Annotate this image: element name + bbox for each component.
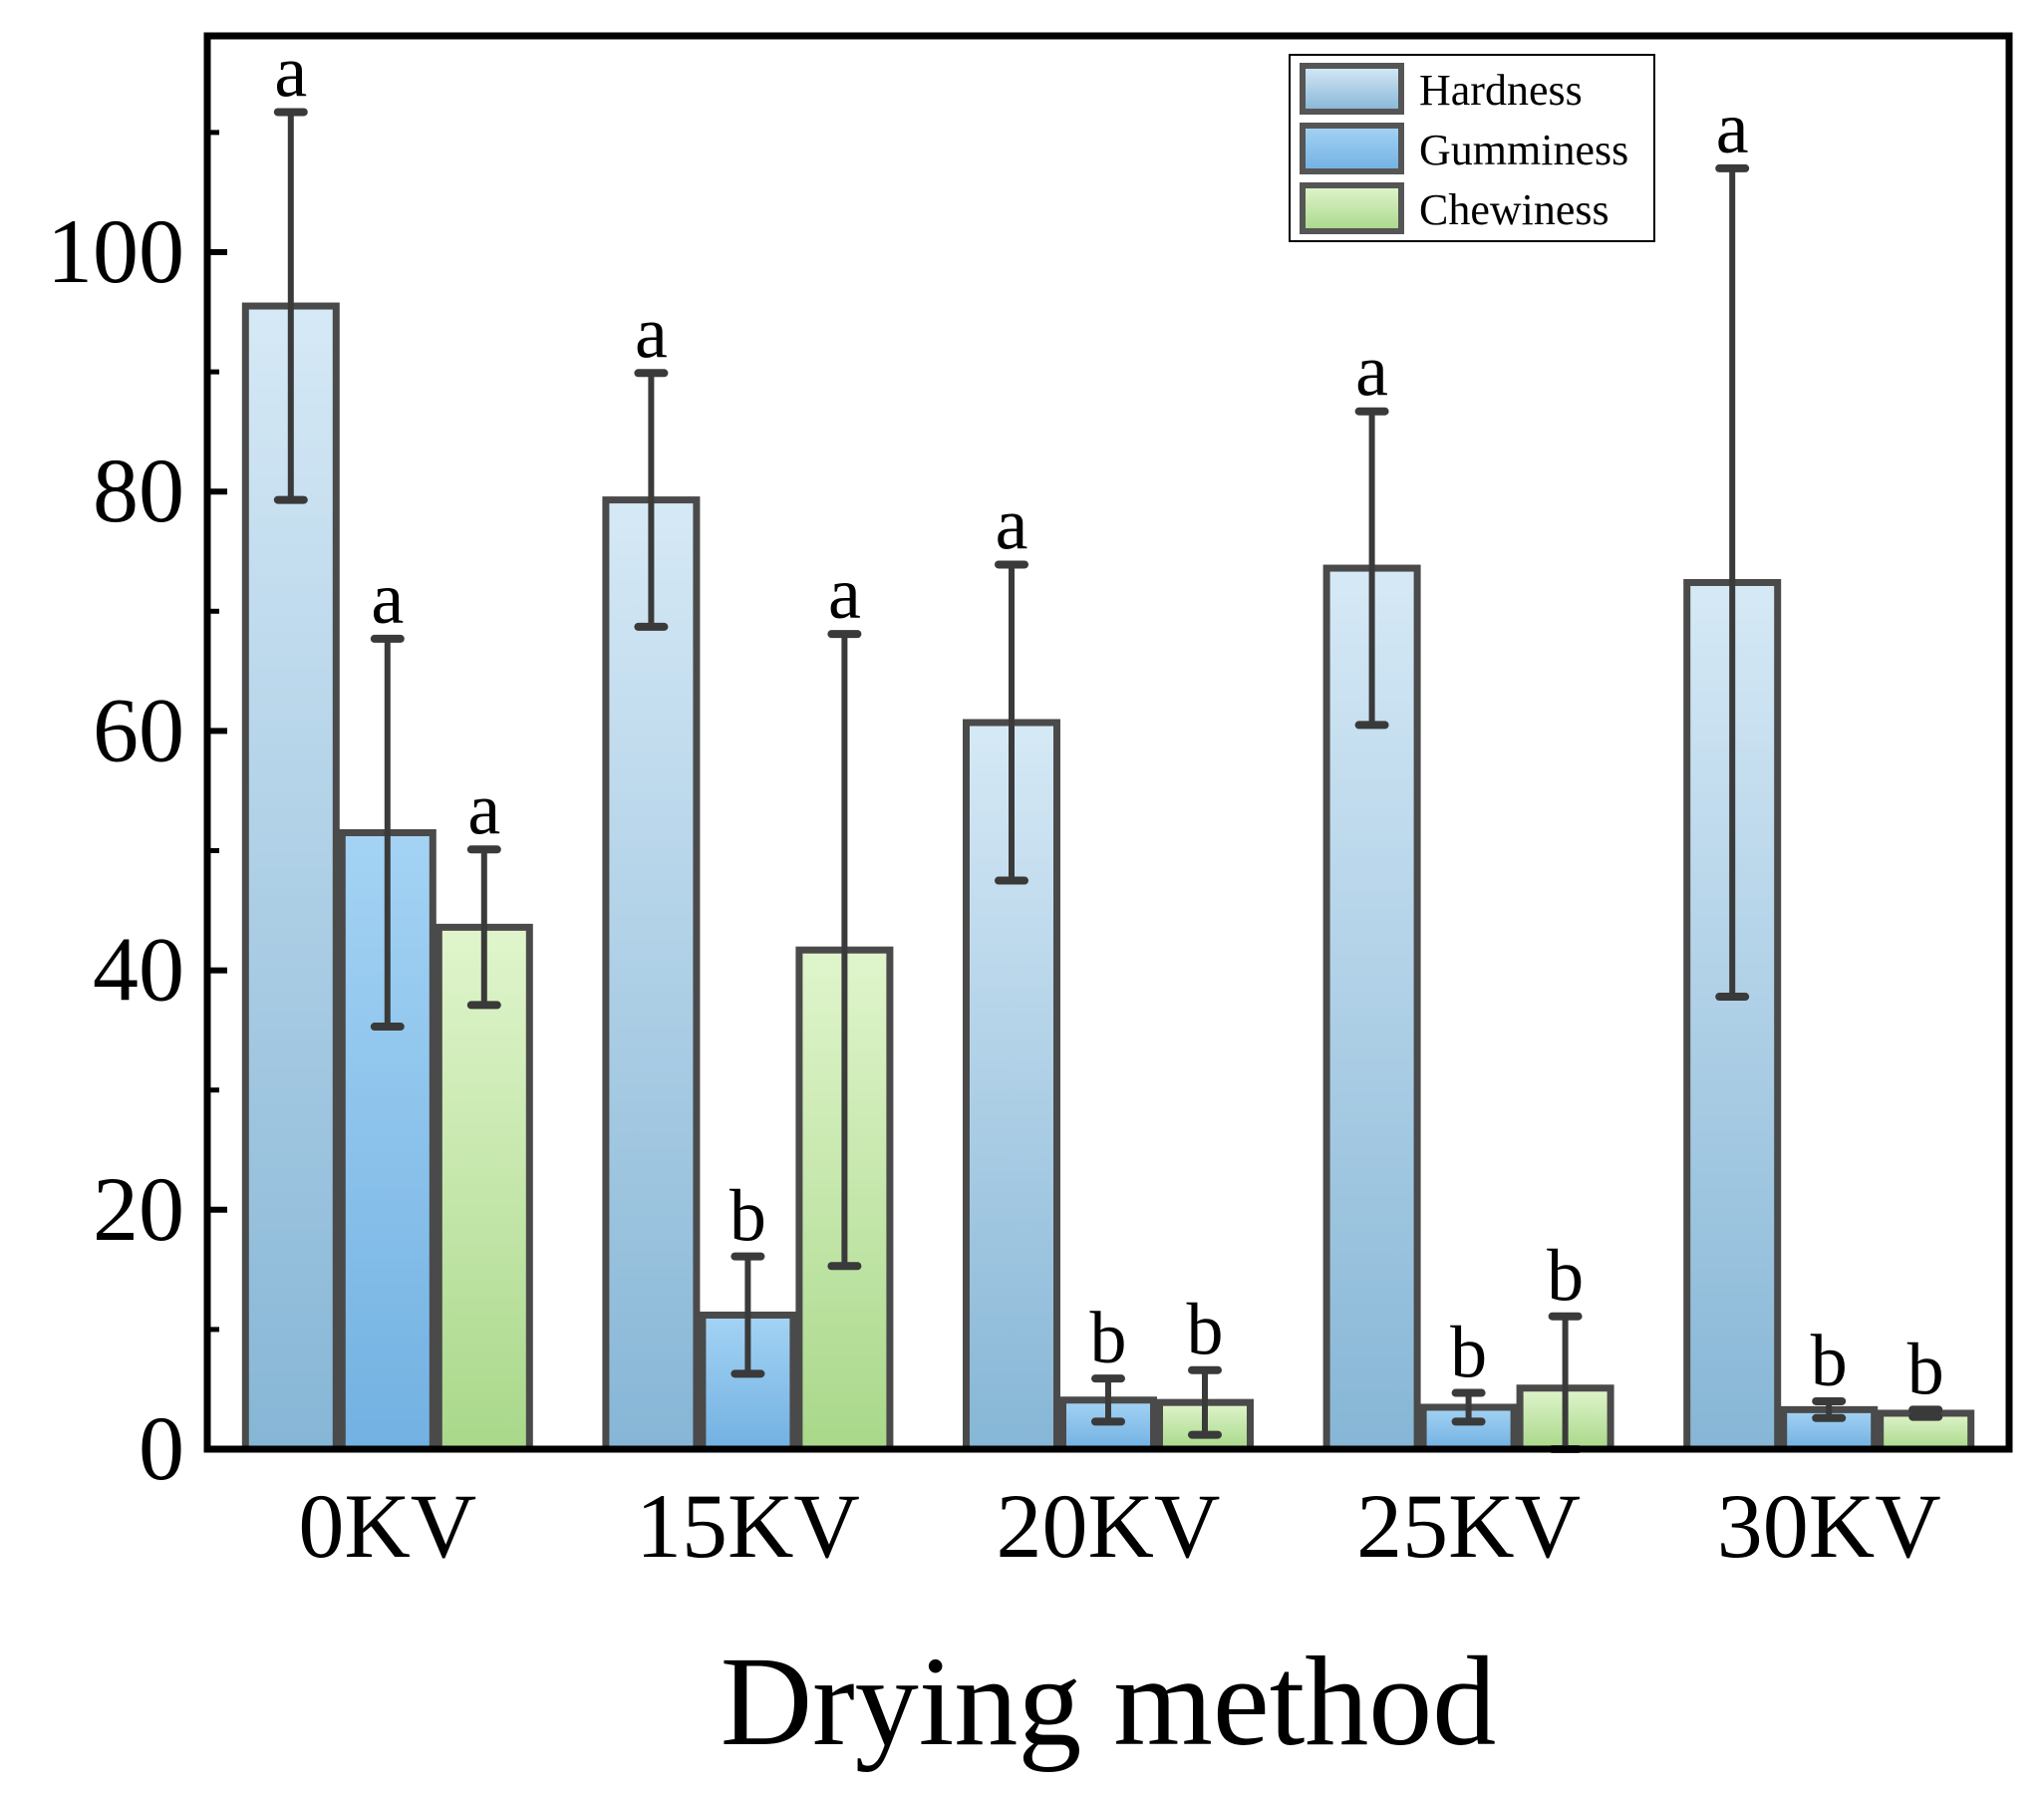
bar-gumminess-30kv [1780, 1405, 1879, 1449]
sig-letter-hardness-20kv: a [996, 483, 1028, 565]
sig-letter-hardness-30kv: a [1716, 88, 1749, 169]
sig-letter-gumminess-0kv: a [371, 558, 404, 640]
x-tick-label-20kv: 20KV [997, 1475, 1221, 1577]
legend-label-gumminess: Gumminess [1419, 126, 1628, 174]
error-bar-chewiness-15kv [827, 630, 862, 1271]
bars-layer [241, 302, 1975, 1449]
y-tick-label-80: 80 [93, 440, 184, 541]
bar-hardness-15kv [602, 496, 701, 1449]
y-tick-label-20: 20 [93, 1158, 184, 1260]
y-tick-label-60: 60 [93, 679, 184, 780]
sig-letter-chewiness-15kv: a [828, 553, 861, 635]
sig-letter-chewiness-20kv: b [1187, 1290, 1224, 1371]
x-axis: 0KV 15KV 20KV 25KV 30KV [298, 1475, 1940, 1577]
sig-letter-gumminess-30kv: b [1811, 1321, 1848, 1402]
legend-swatch-chewiness [1300, 182, 1404, 234]
legend-swatch-hardness [1300, 63, 1404, 115]
error-bar-gumminess-25kv [1451, 1388, 1486, 1426]
legend-swatch-gumminess [1300, 123, 1404, 174]
error-bars-layer [273, 108, 1943, 1453]
x-axis-title: Drying method [721, 1631, 1497, 1772]
sig-letter-gumminess-25kv: b [1450, 1313, 1487, 1394]
error-bar-hardness-20kv [995, 560, 1028, 885]
x-tick-label-0kv: 0KV [298, 1475, 476, 1577]
error-bar-hardness-15kv [634, 369, 669, 631]
error-bar-chewiness-30kv [1908, 1405, 1943, 1421]
legend: Hardness Gumminess Chewiness [1289, 54, 1655, 242]
y-tick-label-100: 100 [47, 200, 184, 302]
sig-letter-hardness-25kv: a [1355, 331, 1388, 413]
error-bar-gumminess-0kv [370, 634, 405, 1032]
y-tick-label-0: 0 [139, 1397, 184, 1499]
error-bar-gumminess-20kv [1091, 1374, 1125, 1426]
x-tick-label-15kv: 15KV [636, 1475, 860, 1577]
sig-letter-hardness-0kv: a [274, 31, 307, 113]
error-bar-chewiness-0kv [466, 845, 501, 1010]
legend-label-hardness: Hardness [1419, 66, 1583, 115]
sig-letter-gumminess-15kv: b [730, 1176, 766, 1258]
y-axis: 0 20 40 60 80 100 [47, 130, 227, 1499]
error-bar-gumminess-30kv [1812, 1396, 1847, 1422]
sig-letter-chewiness-30kv: b [1907, 1329, 1944, 1410]
legend-label-chewiness: Chewiness [1419, 185, 1609, 234]
x-tick-label-25kv: 25KV [1356, 1475, 1581, 1577]
sig-letter-chewiness-25kv: b [1547, 1236, 1584, 1318]
x-tick-label-30kv: 30KV [1717, 1475, 1941, 1577]
bar-chewiness-0kv [435, 923, 533, 1449]
error-bar-hardness-30kv [1715, 163, 1750, 1002]
sig-letter-hardness-15kv: a [635, 292, 668, 374]
error-bar-chewiness-20kv [1188, 1365, 1222, 1439]
y-tick-label-40: 40 [93, 919, 184, 1021]
error-bar-gumminess-15kv [730, 1252, 765, 1378]
sig-letter-chewiness-0kv: a [467, 768, 500, 850]
error-bar-hardness-25kv [1354, 407, 1389, 730]
sig-letter-gumminess-20kv: b [1090, 1298, 1127, 1379]
error-bar-hardness-0kv [273, 108, 308, 504]
plot-frame [203, 32, 2013, 1453]
